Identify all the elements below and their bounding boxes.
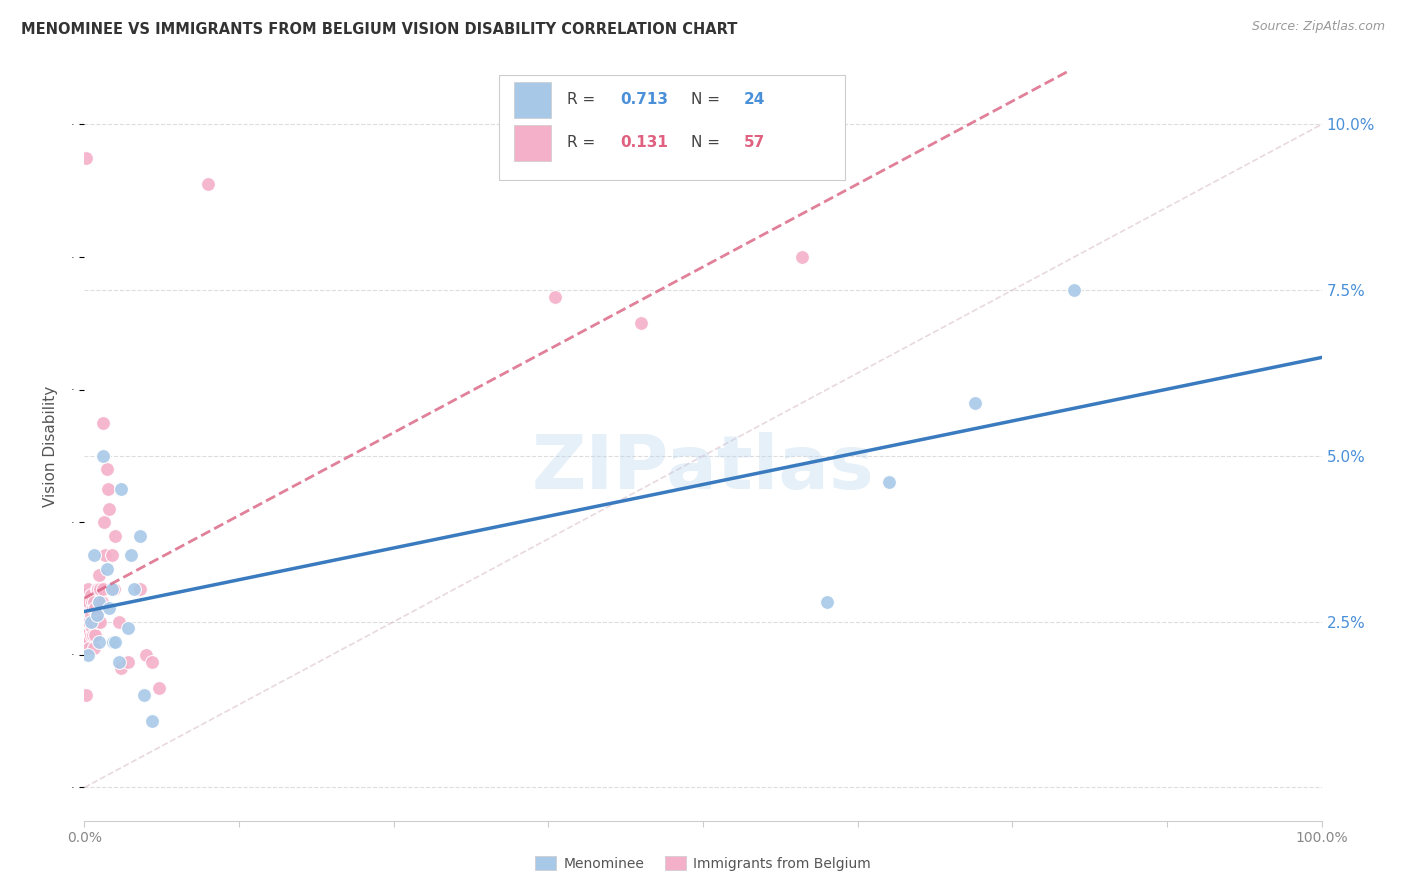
Point [90,595,112,609]
Point [75,628,97,642]
Point [110,482,132,496]
Text: 0.131: 0.131 [620,135,668,150]
Point [141,655,163,669]
Point [100,549,122,563]
Text: R =: R = [567,135,600,150]
Point [89,595,111,609]
Text: N =: N = [690,93,724,107]
Point [75,588,97,602]
Point [103,582,125,596]
Point [1063,283,1085,297]
Point [94,549,117,563]
Point [83,615,105,629]
Point [108,655,131,669]
Point [86,582,108,596]
Point [79,628,101,642]
Point [75,641,97,656]
Point [96,462,118,476]
Bar [513,125,551,161]
Text: R =: R = [567,93,600,107]
Point [93,515,115,529]
Point [104,634,127,648]
FancyBboxPatch shape [499,75,845,180]
Point [98,502,121,516]
Point [83,595,105,609]
Point [77,615,100,629]
Point [790,250,813,264]
Point [129,528,152,542]
Text: MENOMINEE VS IMMIGRANTS FROM BELGIUM VISION DISABILITY CORRELATION CHART: MENOMINEE VS IMMIGRANTS FROM BELGIUM VIS… [21,22,738,37]
Point [141,714,163,728]
Point [79,608,101,623]
Point [100,582,122,596]
Point [75,151,97,165]
Point [89,595,111,609]
Point [87,582,110,596]
Point [80,621,103,635]
Point [77,648,100,662]
Point [79,588,101,602]
Point [117,655,139,669]
Point [77,582,100,596]
Point [89,634,111,648]
Point [98,601,121,615]
Point [89,615,111,629]
Point [135,648,157,662]
Point [96,562,118,576]
Point [97,482,120,496]
Point [79,641,101,656]
Point [84,628,107,642]
Point [120,549,142,563]
Point [91,416,114,430]
Point [877,475,900,490]
Point [80,595,103,609]
Point [108,615,131,629]
Point [84,601,107,615]
Point [197,177,219,191]
Point [101,634,124,648]
Y-axis label: Vision Disability: Vision Disability [42,385,58,507]
Point [86,608,108,623]
Point [79,595,101,609]
Point [83,549,105,563]
Point [104,528,127,542]
Point [76,634,98,648]
Text: Source: ZipAtlas.com: Source: ZipAtlas.com [1251,20,1385,33]
Point [148,681,170,695]
Legend: Menominee, Immigrants from Belgium: Menominee, Immigrants from Belgium [530,850,876,876]
Point [110,661,132,675]
Point [965,396,987,410]
Text: 24: 24 [744,93,765,107]
Point [91,582,114,596]
Text: 57: 57 [744,135,765,150]
Point [630,316,652,330]
Point [76,615,98,629]
Bar [513,82,551,118]
Point [132,688,155,702]
Point [76,595,98,609]
Point [82,628,104,642]
Point [79,615,101,629]
Point [117,621,139,635]
Point [122,582,145,596]
Point [89,568,111,582]
Point [89,582,111,596]
Point [75,621,97,635]
Text: N =: N = [690,135,724,150]
Text: 0.713: 0.713 [620,93,668,107]
Point [87,615,110,629]
Point [86,608,108,623]
Text: ZIPatlas: ZIPatlas [531,432,875,505]
Point [79,615,101,629]
Point [83,641,105,656]
Point [75,688,97,702]
Point [91,449,114,463]
Point [543,290,565,304]
Point [815,595,838,609]
Point [77,634,100,648]
Point [82,601,104,615]
Point [129,582,152,596]
